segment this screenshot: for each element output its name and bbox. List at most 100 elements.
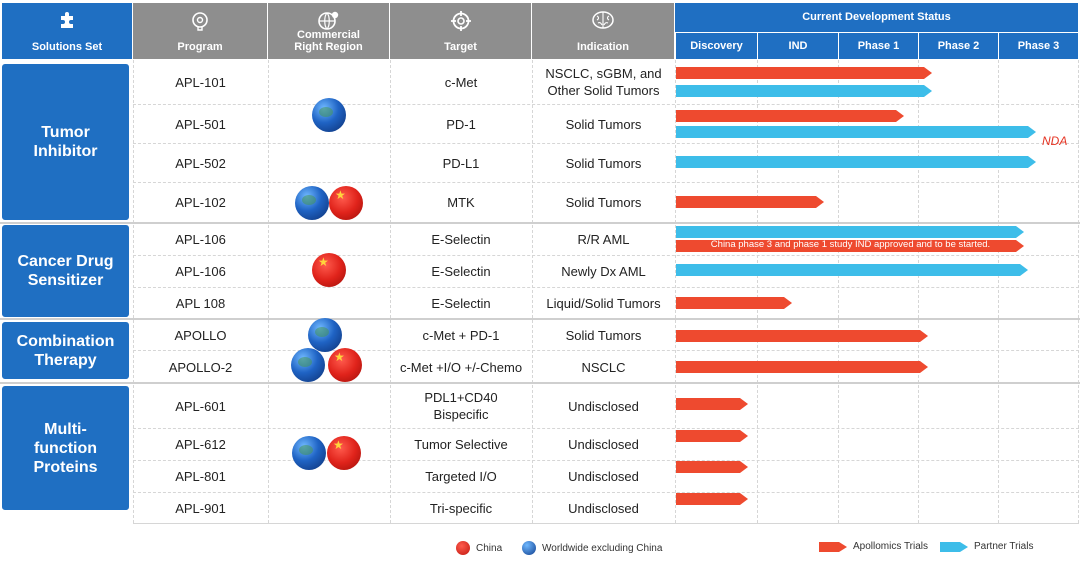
target-cell: c-Met + PD-1 <box>422 327 500 343</box>
globe-icon <box>308 318 342 352</box>
program-cell: APL 108 <box>175 295 226 311</box>
indication-cell: Undisclosed <box>568 436 639 452</box>
apollomics-trial-bar <box>676 398 748 410</box>
globe-icon <box>312 98 346 132</box>
indication-cell: NSCLC <box>581 359 626 375</box>
row-divider <box>133 523 1079 524</box>
apollomics-trial-bar <box>676 461 748 473</box>
group-cancer-drug-sensitizer: Cancer Drug Sensitizer <box>2 225 129 317</box>
target-cell: Tumor Selective <box>414 436 508 452</box>
grid-line <box>133 60 134 523</box>
indication-cell: R/R AML <box>577 231 630 247</box>
row-divider <box>133 460 1079 461</box>
group-divider <box>0 382 1080 384</box>
program-cell: APL-501 <box>175 116 226 132</box>
header-program-label: Program <box>177 41 223 53</box>
row-divider <box>133 428 1079 429</box>
indication-cell: Undisclosed <box>568 398 639 414</box>
legend-worldwide-label: Worldwide excluding China <box>542 542 663 554</box>
grid-line <box>268 60 269 523</box>
program-cell: APL-502 <box>175 155 226 171</box>
target-cell: E-Selectin <box>431 295 491 311</box>
target-cell: MTK <box>447 195 475 210</box>
header-commercial-right-label: Commercial Right Region <box>294 29 363 53</box>
bar-note: China phase 3 and phase 1 study IND appr… <box>710 239 991 250</box>
red-arrow-icon <box>819 541 847 552</box>
partner-trial-bar <box>676 126 1036 138</box>
indication-cell: Undisclosed <box>568 468 639 484</box>
globe-icon <box>291 348 325 382</box>
grid-line <box>390 60 391 523</box>
program-cell: APL-601 <box>175 398 226 414</box>
china-flag-icon <box>456 541 470 555</box>
row-divider <box>133 492 1079 493</box>
grid-line <box>532 60 533 523</box>
header-commercial-right: Commercial Right Region <box>268 3 389 59</box>
indication-cell: Solid Tumors <box>565 116 642 132</box>
group-divider <box>0 222 1080 224</box>
target-cell: PD-L1 <box>442 155 480 171</box>
puzzle-icon <box>61 12 73 28</box>
partner-trial-bar <box>676 264 1028 276</box>
program-cell: APL-106 <box>175 231 226 247</box>
row-divider <box>133 350 1079 351</box>
stage-phase-1: Phase 1 <box>838 33 918 59</box>
program-cell: APL-901 <box>175 500 226 516</box>
target-cell: E-Selectin <box>431 231 491 247</box>
group-multi-function-proteins: Multi-function Proteins <box>2 386 129 510</box>
grid-line <box>1078 60 1079 523</box>
apollomics-trial-bar <box>676 493 748 505</box>
group-combination-therapy: Combination Therapy <box>2 322 129 379</box>
target-cell: Tri-specific <box>429 500 493 516</box>
apollomics-trial-bar <box>676 430 748 442</box>
indication-cell: Newly Dx AML <box>561 263 646 279</box>
blue-arrow-icon <box>940 541 968 552</box>
globe-icon <box>522 541 536 555</box>
brain-icon <box>592 11 614 29</box>
target-cell: PDL1+CD40 Bispecific <box>424 390 498 422</box>
apollomics-trial-bar <box>676 330 928 342</box>
partner-trial-bar <box>676 85 932 97</box>
legend-china-label: China <box>476 542 503 554</box>
program-cell: APL-106 <box>175 263 226 279</box>
grid-line <box>838 60 839 523</box>
partner-trial-bar <box>676 226 1024 238</box>
brain-gear-icon <box>192 12 208 31</box>
stage-discovery: Discovery <box>675 33 757 59</box>
grid-line <box>918 60 919 523</box>
stage-phase-2: Phase 2 <box>918 33 998 59</box>
apollomics-trial-bar <box>676 67 932 79</box>
program-cell: APL-801 <box>175 468 226 484</box>
china-flag-icon: ★ <box>329 186 363 220</box>
legend-apollomics-label: Apollomics Trials <box>853 541 929 552</box>
china-flag-icon: ★ <box>327 436 361 470</box>
china-flag-icon: ★ <box>312 253 346 287</box>
program-cell: APL-101 <box>175 74 226 90</box>
row-divider <box>133 255 1079 256</box>
group-divider <box>0 318 1080 320</box>
program-cell: APL-612 <box>175 436 226 452</box>
indication-cell: Liquid/Solid Tumors <box>546 295 661 311</box>
indication-cell: Undisclosed <box>568 500 639 516</box>
legend-partner-label: Partner Trials <box>974 541 1034 552</box>
row-divider <box>133 143 1079 144</box>
indication-cell: Solid Tumors <box>565 155 642 171</box>
apollomics-trial-bar <box>676 196 824 208</box>
apollomics-trial-bar <box>676 297 792 309</box>
row-divider <box>133 104 1079 105</box>
globe-pin-icon <box>317 11 338 30</box>
nda-label: NDA <box>1042 134 1068 148</box>
globe-icon <box>292 436 326 470</box>
grid-line <box>998 60 999 523</box>
indication-cell: Solid Tumors <box>565 195 642 210</box>
row-divider <box>133 287 1079 288</box>
apollomics-trial-bar <box>676 240 1024 252</box>
header-indication: Indication <box>532 3 674 59</box>
indication-cell: Solid Tumors <box>565 327 642 343</box>
apollomics-trial-bar <box>676 110 904 122</box>
legend-apollomics: Apollomics Trials <box>819 541 928 552</box>
program-cell: APOLLO-2 <box>168 359 233 375</box>
header-target-label: Target <box>444 41 477 53</box>
indication-cell: NSCLC, sGBM, and Other Solid Tumors <box>545 66 662 98</box>
header-indication-label: Indication <box>577 41 629 53</box>
